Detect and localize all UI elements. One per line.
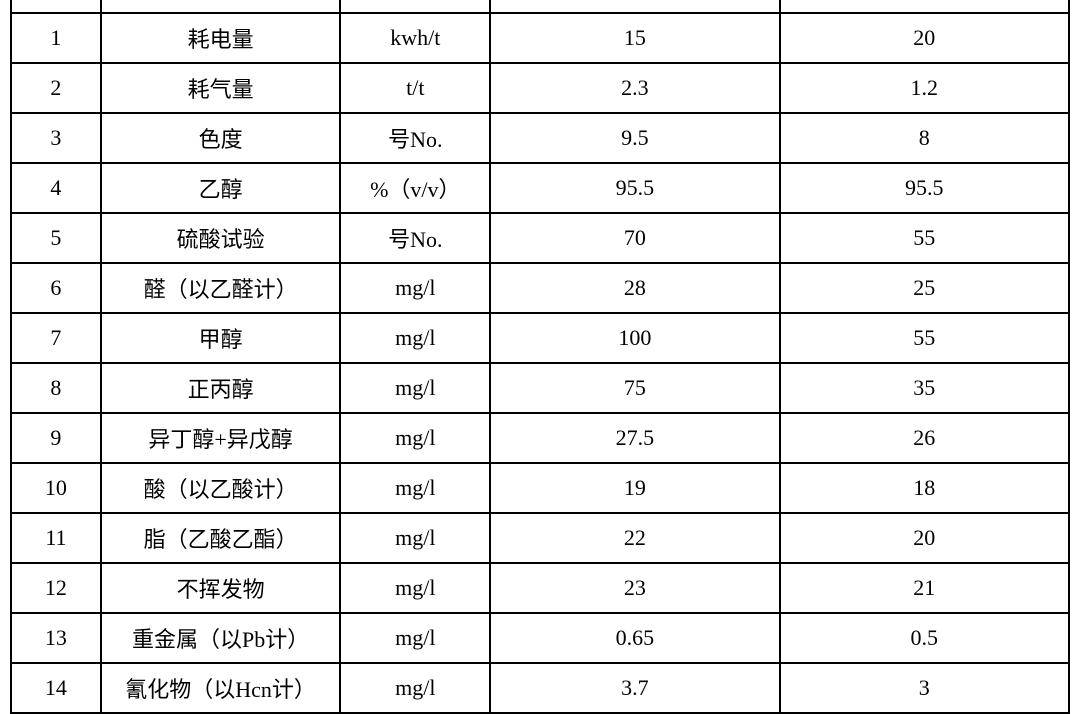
table-cell: mg/l xyxy=(340,313,490,363)
table-cell: 27.5 xyxy=(490,413,779,463)
table-cell: mg/l xyxy=(340,613,490,663)
table-cell: 70 xyxy=(490,213,779,263)
table-row: 10酸（以乙酸计）mg/l1918 xyxy=(11,463,1069,513)
table-row: 13重金属（以Pb计）mg/l0.650.5 xyxy=(11,613,1069,663)
table-cell: 25 xyxy=(780,263,1069,313)
table-cell: 4 xyxy=(11,163,101,213)
comparison-table: 序号 检测项目 单位 传统差压蒸馏工艺 三塔三效差压蒸馏工艺 1耗电量kwh/t… xyxy=(10,0,1070,714)
table-cell: 11 xyxy=(11,513,101,563)
table-cell: mg/l xyxy=(340,463,490,513)
header-item: 检测项目 xyxy=(101,0,341,13)
header-seq: 序号 xyxy=(11,0,101,13)
table-header: 序号 检测项目 单位 传统差压蒸馏工艺 三塔三效差压蒸馏工艺 xyxy=(11,0,1069,13)
table-row: 11脂（乙酸乙酯）mg/l2220 xyxy=(11,513,1069,563)
table-cell: 8 xyxy=(780,113,1069,163)
table-row: 14氰化物（以Hcn计）mg/l3.73 xyxy=(11,663,1069,713)
table-cell: 75 xyxy=(490,363,779,413)
table-row: 1耗电量kwh/t1520 xyxy=(11,13,1069,63)
table-cell: 号No. xyxy=(340,213,490,263)
table-row: 9异丁醇+异戊醇mg/l27.526 xyxy=(11,413,1069,463)
table-cell: 95.5 xyxy=(490,163,779,213)
table-cell: 正丙醇 xyxy=(101,363,341,413)
table-row: 8正丙醇mg/l7535 xyxy=(11,363,1069,413)
table-cell: 耗电量 xyxy=(101,13,341,63)
table-row: 7甲醇mg/l10055 xyxy=(11,313,1069,363)
table-cell: mg/l xyxy=(340,363,490,413)
table-cell: 28 xyxy=(490,263,779,313)
table-cell: 2 xyxy=(11,63,101,113)
header-row: 序号 检测项目 单位 传统差压蒸馏工艺 三塔三效差压蒸馏工艺 xyxy=(11,0,1069,13)
table-cell: 3 xyxy=(11,113,101,163)
header-traditional: 传统差压蒸馏工艺 xyxy=(490,0,779,13)
table-cell: 7 xyxy=(11,313,101,363)
table-cell: 55 xyxy=(780,213,1069,263)
table-cell: 21 xyxy=(780,563,1069,613)
table-cell: 耗气量 xyxy=(101,63,341,113)
table-cell: 22 xyxy=(490,513,779,563)
table-cell: 乙醇 xyxy=(101,163,341,213)
table-cell: 甲醇 xyxy=(101,313,341,363)
table-cell: 硫酸试验 xyxy=(101,213,341,263)
table-cell: 8 xyxy=(11,363,101,413)
table-cell: %（v/v） xyxy=(340,163,490,213)
table-cell: 5 xyxy=(11,213,101,263)
table-cell: mg/l xyxy=(340,513,490,563)
header-unit: 单位 xyxy=(340,0,490,13)
table-cell: 15 xyxy=(490,13,779,63)
table-cell: 6 xyxy=(11,263,101,313)
table-cell: 酸（以乙酸计） xyxy=(101,463,341,513)
table-cell: 异丁醇+异戊醇 xyxy=(101,413,341,463)
table-cell: 重金属（以Pb计） xyxy=(101,613,341,663)
table-cell: 35 xyxy=(780,363,1069,413)
table-cell: 95.5 xyxy=(780,163,1069,213)
table-body: 1耗电量kwh/t15202耗气量t/t2.31.23色度号No.9.584乙醇… xyxy=(11,13,1069,713)
table-cell: 1.2 xyxy=(780,63,1069,113)
table-cell: 100 xyxy=(490,313,779,363)
table-cell: 氰化物（以Hcn计） xyxy=(101,663,341,713)
table-cell: 55 xyxy=(780,313,1069,363)
table-cell: 12 xyxy=(11,563,101,613)
table-cell: 3 xyxy=(780,663,1069,713)
table-cell: t/t xyxy=(340,63,490,113)
table-cell: 20 xyxy=(780,513,1069,563)
table-row: 6醛（以乙醛计）mg/l2825 xyxy=(11,263,1069,313)
table-cell: 14 xyxy=(11,663,101,713)
table-cell: 不挥发物 xyxy=(101,563,341,613)
table-row: 3色度号No.9.58 xyxy=(11,113,1069,163)
table-cell: 13 xyxy=(11,613,101,663)
table-cell: 2.3 xyxy=(490,63,779,113)
header-new-process: 三塔三效差压蒸馏工艺 xyxy=(780,0,1069,13)
table-cell: 1 xyxy=(11,13,101,63)
table-cell: mg/l xyxy=(340,563,490,613)
table-cell: 10 xyxy=(11,463,101,513)
table-cell: 脂（乙酸乙酯） xyxy=(101,513,341,563)
table-cell: mg/l xyxy=(340,663,490,713)
table-cell: 26 xyxy=(780,413,1069,463)
table-row: 5硫酸试验号No.7055 xyxy=(11,213,1069,263)
table-cell: 19 xyxy=(490,463,779,513)
table-cell: mg/l xyxy=(340,413,490,463)
table-cell: 号No. xyxy=(340,113,490,163)
table-cell: kwh/t xyxy=(340,13,490,63)
table-cell: 9 xyxy=(11,413,101,463)
table-cell: 18 xyxy=(780,463,1069,513)
table-cell: 9.5 xyxy=(490,113,779,163)
table-cell: 0.65 xyxy=(490,613,779,663)
table-row: 4乙醇%（v/v）95.595.5 xyxy=(11,163,1069,213)
table-cell: 色度 xyxy=(101,113,341,163)
table-row: 12不挥发物mg/l2321 xyxy=(11,563,1069,613)
table-cell: 0.5 xyxy=(780,613,1069,663)
table-cell: 23 xyxy=(490,563,779,613)
table-cell: mg/l xyxy=(340,263,490,313)
table-cell: 3.7 xyxy=(490,663,779,713)
table-row: 2耗气量t/t2.31.2 xyxy=(11,63,1069,113)
table-cell: 醛（以乙醛计） xyxy=(101,263,341,313)
table-cell: 20 xyxy=(780,13,1069,63)
